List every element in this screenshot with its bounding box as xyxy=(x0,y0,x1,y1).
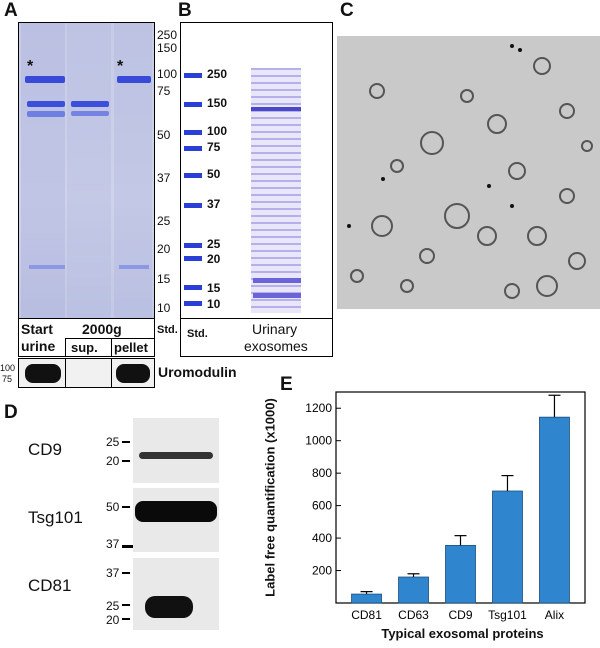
protein-label-cd81: CD81 xyxy=(28,576,72,595)
x-tick-label: Tsg101 xyxy=(488,608,527,622)
gel-band xyxy=(27,111,65,117)
lane-label-2000g: 2000g xyxy=(82,321,122,337)
cd81-marker: 25 xyxy=(106,599,120,613)
protein-label-tsg101: Tsg101 xyxy=(28,508,83,527)
panel-c-letter: C xyxy=(340,0,354,21)
cd9-marker: 25 xyxy=(106,435,120,449)
mw-marker-b: 25 xyxy=(207,237,221,251)
western-marker: 100 xyxy=(0,363,16,373)
gel-band xyxy=(27,101,65,107)
y-tick-label: 800 xyxy=(312,466,332,480)
bar-alix xyxy=(539,416,570,604)
tsg101-marker: 37 xyxy=(106,537,120,551)
mw-marker-b: 50 xyxy=(207,167,221,181)
em-micrograph xyxy=(337,36,600,309)
x-axis-title: Typical exosomal proteins xyxy=(381,626,544,641)
y-tick-label: 600 xyxy=(312,499,332,513)
bar-cd9 xyxy=(445,544,476,604)
bar-cd81 xyxy=(351,593,382,604)
lane-label-urinary: Urinary xyxy=(252,321,298,337)
mw-marker-b: 15 xyxy=(207,281,221,295)
cd81-marker: 20 xyxy=(106,613,120,627)
mw-marker-a: 25 xyxy=(157,214,171,228)
y-tick-label: 1200 xyxy=(305,401,332,415)
x-tick-label: CD63 xyxy=(398,608,429,622)
panel-b-lane-labels xyxy=(180,318,333,357)
mw-marker-b: 20 xyxy=(207,252,221,266)
star-marker: * xyxy=(27,58,34,75)
panel-b-letter: B xyxy=(178,0,192,21)
tsg101-blot xyxy=(133,488,219,552)
cd81-marker: 37 xyxy=(106,566,120,580)
protein-label-cd9: CD9 xyxy=(28,440,63,459)
mw-marker-a: 250 xyxy=(157,28,178,42)
mw-marker-b: 75 xyxy=(207,140,221,154)
gel-band xyxy=(71,101,109,107)
panel-a-letter: A xyxy=(4,0,18,21)
mw-marker-a: 150 xyxy=(157,41,178,55)
bar-tsg101 xyxy=(492,490,523,604)
gel-band xyxy=(29,265,65,269)
lane-label-pellet: pellet xyxy=(114,340,148,355)
gel-band xyxy=(71,111,109,116)
mw-marker-a: 100 xyxy=(157,67,178,81)
y-tick-label: 1000 xyxy=(305,434,332,448)
y-tick-label: 200 xyxy=(312,564,332,578)
mw-marker-b: 150 xyxy=(207,96,228,110)
panel-b-gel xyxy=(180,22,333,319)
bar-cd63 xyxy=(398,576,429,604)
tsg101-marker: 50 xyxy=(106,500,120,514)
lane-label-start: Start xyxy=(21,321,53,337)
lane-label-urine: urine xyxy=(21,338,56,354)
mw-marker-a: 10 xyxy=(157,301,171,315)
gel-band xyxy=(25,76,65,83)
mw-marker-a: 15 xyxy=(157,272,171,286)
vesicle-image xyxy=(347,44,593,299)
mw-marker-b: 100 xyxy=(207,124,228,138)
mw-marker-b: 10 xyxy=(207,297,221,311)
panel-a-gel xyxy=(18,22,155,319)
lane-label-std-b: Std. xyxy=(187,328,208,340)
cd81-blot xyxy=(133,558,219,630)
mw-marker-a: 50 xyxy=(157,128,171,142)
mw-marker-a: 75 xyxy=(157,84,171,98)
lane-label-std-a: Std. xyxy=(157,324,178,336)
western-marker: 75 xyxy=(2,374,13,384)
panel-e-letter: E xyxy=(280,374,293,395)
mw-marker-a: 20 xyxy=(157,242,171,256)
mw-marker-b: 37 xyxy=(207,197,221,211)
mw-marker-b: 250 xyxy=(207,67,228,81)
panel-d-letter: D xyxy=(4,402,18,423)
mw-marker-a: 37 xyxy=(157,171,171,185)
uromodulin-label: Uromodulin xyxy=(158,364,237,380)
x-tick-label: Alix xyxy=(545,608,564,622)
gel-band xyxy=(119,265,149,269)
cd9-blot xyxy=(133,418,219,483)
x-tick-label: CD81 xyxy=(351,608,382,622)
lane-label-exosomes: exosomes xyxy=(244,338,308,354)
uromodulin-blot xyxy=(18,358,155,388)
gel-band xyxy=(117,76,151,83)
x-tick-label: CD9 xyxy=(448,608,472,622)
cd9-marker: 20 xyxy=(106,454,120,468)
lane-label-sup: sup. xyxy=(71,340,98,355)
panel-a-lane-labels xyxy=(18,318,155,357)
star-marker: * xyxy=(117,58,124,75)
y-tick-label: 400 xyxy=(312,531,332,545)
